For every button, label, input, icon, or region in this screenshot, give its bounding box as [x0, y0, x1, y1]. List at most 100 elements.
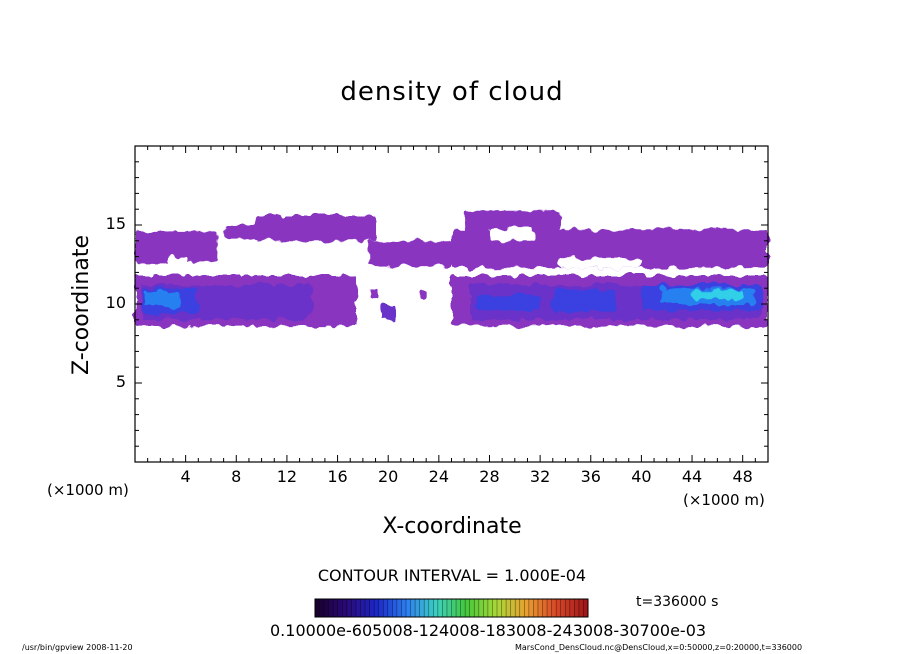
- cloud-region-0: [135, 231, 218, 263]
- colorbar-swatch-4: [333, 599, 339, 617]
- colorbar-swatch-37: [483, 599, 489, 617]
- colorbar-swatch-41: [501, 599, 507, 617]
- colorbar-swatch-52: [551, 599, 557, 617]
- colorbar-swatch-25: [428, 599, 434, 617]
- colorbar-swatch-29: [446, 599, 452, 617]
- cloud-region-2: [255, 215, 376, 241]
- y-tick-label: 10: [105, 293, 126, 312]
- colorbar-swatch-6: [342, 599, 348, 617]
- cloud-region-5: [464, 210, 560, 233]
- cloud-region-19: [419, 289, 427, 300]
- colorbar-labels: 0.10000e-605008-124008-183008-243008-307…: [270, 621, 707, 640]
- colorbar-swatch-19: [401, 599, 407, 617]
- time-label: t=336000 s: [636, 594, 719, 610]
- x-tick-label: 48: [732, 467, 753, 486]
- clear-region-0: [489, 228, 534, 241]
- colorbar-swatch-31: [456, 599, 461, 617]
- colorbar-swatch-5: [337, 599, 343, 617]
- colorbar-swatch-43: [510, 599, 516, 617]
- y-tick-label: 15: [105, 214, 126, 233]
- colorbar-swatch-47: [528, 599, 534, 617]
- colorbar-swatch-13: [374, 599, 380, 617]
- colorbar-swatch-34: [469, 599, 475, 617]
- x-tick-label: 32: [529, 467, 551, 486]
- colorbar-swatch-46: [524, 599, 530, 617]
- colorbar-swatch-20: [406, 599, 411, 617]
- colorbar-swatch-16: [387, 599, 393, 617]
- colorbar-swatch-55: [565, 599, 571, 617]
- clear-region-1: [166, 256, 189, 268]
- cloud-region-12: [552, 289, 617, 312]
- cloud-region-14: [145, 291, 180, 308]
- colorbar-swatch-8: [351, 599, 357, 617]
- cloud-region-11: [476, 294, 541, 311]
- colorbar-swatch-7: [346, 599, 352, 617]
- colorbar-swatch-0: [315, 599, 320, 617]
- colorbar-swatch-40: [497, 599, 502, 617]
- cloud-region-16: [692, 289, 743, 300]
- colorbar-swatch-59: [583, 599, 589, 617]
- colorbar-swatch-35: [474, 599, 480, 617]
- x-tick-label: 40: [631, 467, 652, 486]
- axis-ticks: [135, 146, 768, 462]
- colorbar-swatch-27: [437, 599, 443, 617]
- cloud-density-field: [135, 210, 768, 327]
- colorbar-swatch-2: [324, 599, 330, 617]
- colorbar-swatch-3: [328, 599, 334, 617]
- colorbar-swatch-49: [537, 599, 543, 617]
- colorbar-swatch-23: [419, 599, 425, 617]
- x-tick-label: 28: [479, 467, 500, 486]
- colorbar-frame: [314, 598, 589, 618]
- plot-area: [135, 210, 768, 327]
- clear-region-2: [559, 258, 642, 268]
- colorbar-swatch-42: [506, 599, 512, 617]
- colorbar-swatch-48: [533, 599, 539, 617]
- colorbar-swatch-32: [460, 599, 466, 617]
- colorbar-swatch-15: [383, 599, 389, 617]
- colorbar-swatch-39: [492, 599, 498, 617]
- x-tick-label: 36: [580, 467, 601, 486]
- contour-interval: CONTOUR INTERVAL = 1.000E-04: [317, 566, 587, 585]
- cloud-region-18: [369, 288, 379, 298]
- chart-title: density of cloud: [340, 77, 564, 107]
- colorbar-swatch-36: [478, 599, 484, 617]
- x-tick-label: 4: [180, 467, 191, 486]
- cloud-region-17: [381, 304, 395, 320]
- x-axis-label: X-coordinate: [382, 514, 522, 539]
- colorbar-swatch-30: [451, 599, 457, 617]
- colorbar-swatch-10: [360, 599, 366, 617]
- colorbar-swatch-51: [547, 599, 552, 617]
- colorbar-swatch-26: [433, 599, 439, 617]
- footer-source: MarsCond_DensCloud.nc@DensCloud,x=0:5000…: [515, 643, 803, 652]
- colorbar-swatch-57: [574, 599, 580, 617]
- colorbar-swatch-54: [560, 599, 566, 617]
- colorbar-swatch-24: [424, 599, 430, 617]
- x-unit-right: (×1000 m): [683, 491, 765, 509]
- x-tick-label: 16: [327, 467, 348, 486]
- x-tick-label: 8: [231, 467, 242, 486]
- colorbar: [314, 598, 589, 618]
- colorbar-swatch-11: [365, 599, 370, 617]
- x-tick-label: 24: [428, 467, 449, 486]
- colorbar-swatch-33: [465, 599, 471, 617]
- x-unit-left: (×1000 m): [47, 481, 129, 499]
- colorbar-swatch-18: [396, 599, 402, 617]
- footer-command: /usr/bin/gpview 2008-11-20: [22, 643, 133, 652]
- colorbar-swatch-58: [578, 599, 584, 617]
- colorbar-swatch-45: [519, 599, 525, 617]
- colorbar-swatch-50: [542, 599, 548, 617]
- colorbar-swatch-1: [319, 599, 325, 617]
- x-tick-label: 12: [276, 467, 298, 486]
- clear-gaps: [166, 228, 642, 268]
- colorbar-swatch-14: [378, 599, 384, 617]
- y-tick-label: 5: [115, 372, 126, 391]
- colorbar-swatch-38: [487, 599, 493, 617]
- colorbar-swatch-22: [415, 599, 421, 617]
- colorbar-swatch-12: [369, 599, 375, 617]
- colorbar-swatch-9: [355, 599, 361, 617]
- x-tick-label: 20: [378, 467, 399, 486]
- colorbar-swatch-17: [392, 599, 398, 617]
- colorbar-swatch-44: [515, 599, 521, 617]
- cloud-region-3: [369, 240, 452, 267]
